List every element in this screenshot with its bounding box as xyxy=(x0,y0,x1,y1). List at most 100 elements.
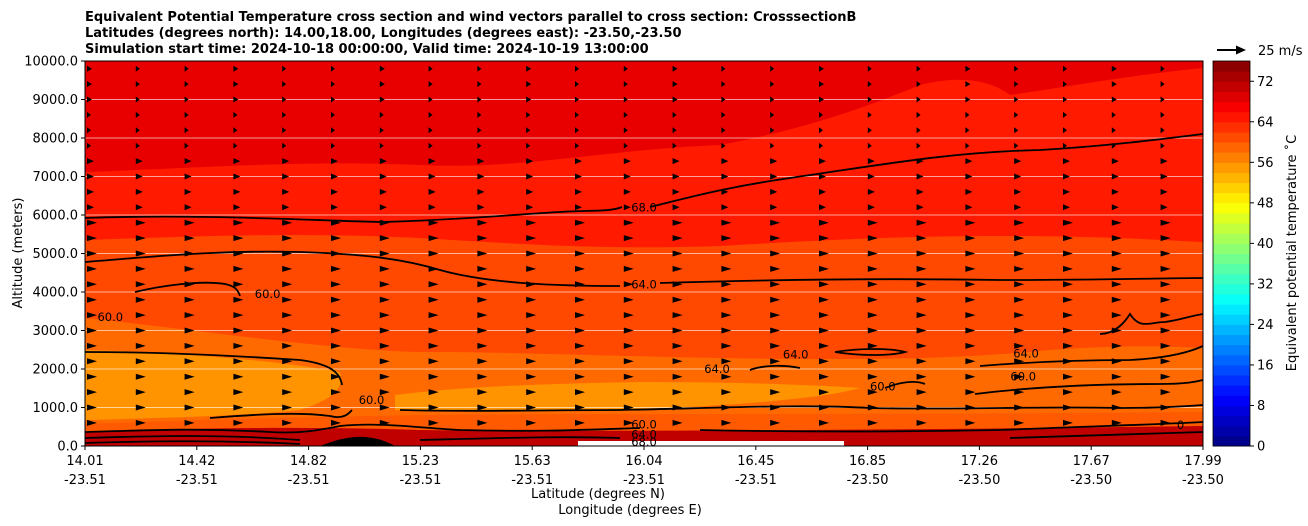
wind-vector xyxy=(1063,404,1073,411)
wind-vector xyxy=(916,219,927,226)
colorbar-swatch xyxy=(1213,253,1250,265)
wind-vector xyxy=(721,281,732,288)
wind-vector xyxy=(331,327,341,334)
contour-line-64-east-loop xyxy=(1099,312,1203,335)
colorbar-swatch xyxy=(1213,334,1250,346)
x-axis-label-2: Longitude (degrees E) xyxy=(558,503,702,518)
wind-vector xyxy=(233,158,241,165)
wind-vectors xyxy=(87,65,1171,426)
wind-vector xyxy=(623,96,628,103)
wind-vector xyxy=(575,219,585,226)
wind-vector xyxy=(282,342,293,349)
wind-vector xyxy=(672,389,683,396)
wind-vector xyxy=(1014,404,1025,411)
wind-vector xyxy=(282,96,287,103)
wind-vector xyxy=(721,296,732,303)
colorbar-tick-label: 56 xyxy=(1257,156,1274,171)
wind-vector xyxy=(623,358,634,365)
x-tick-label-lon: -23.51 xyxy=(288,473,330,488)
wind-vector xyxy=(282,312,293,319)
wind-vector xyxy=(331,96,335,103)
contour-label: 68.0 xyxy=(631,435,657,449)
wind-vector xyxy=(184,296,195,303)
y-tick-label: 7000.0 xyxy=(33,170,79,185)
wind-vector xyxy=(916,81,921,88)
wind-vector xyxy=(916,281,927,288)
contour-label: 64.0 xyxy=(704,362,730,376)
wind-vector xyxy=(672,265,683,272)
wind-vector xyxy=(87,219,97,226)
wind-vector xyxy=(1160,188,1168,195)
wind-vector xyxy=(819,204,826,211)
wind-vector xyxy=(477,281,488,288)
wind-vector xyxy=(233,404,244,411)
wind-vector xyxy=(184,235,195,242)
wind-vector xyxy=(379,96,385,103)
wind-vector xyxy=(477,312,488,319)
wind-vector xyxy=(1014,250,1025,257)
wind-vector xyxy=(623,235,634,242)
wind-vector xyxy=(1111,342,1122,349)
wind-vector xyxy=(1063,81,1067,88)
wind-vector xyxy=(282,235,293,242)
wind-vector xyxy=(770,219,781,226)
wind-vector xyxy=(1014,419,1025,426)
x-tick-label-lon: -23.50 xyxy=(847,473,889,488)
wind-vector xyxy=(770,404,781,411)
wind-vector xyxy=(379,281,390,288)
wind-vector xyxy=(867,404,878,411)
wind-vector xyxy=(87,373,97,380)
y-tick-label: 0.0 xyxy=(57,440,78,455)
wind-vector xyxy=(87,281,97,288)
wind-vector xyxy=(916,96,921,103)
wind-vector xyxy=(1063,419,1073,426)
wind-vector xyxy=(819,235,829,242)
wind-vector xyxy=(282,65,287,72)
wind-vector xyxy=(721,389,732,396)
wind-vector xyxy=(965,281,976,288)
wind-vector xyxy=(575,342,585,349)
wind-vector xyxy=(1160,404,1171,411)
wind-vector xyxy=(1063,265,1073,272)
wind-vector xyxy=(331,358,341,365)
wind-vector xyxy=(965,188,973,195)
wind-vector xyxy=(916,142,921,149)
wind-vector xyxy=(867,342,878,349)
wind-vector xyxy=(428,65,433,72)
wind-vector xyxy=(867,296,878,303)
wind-vector xyxy=(428,404,439,411)
colorbar-swatch xyxy=(1213,223,1250,234)
wind-vector xyxy=(87,96,92,103)
y-tick-label: 1000.0 xyxy=(33,401,79,416)
wind-vector xyxy=(184,312,195,319)
wind-vector xyxy=(379,296,390,303)
colorbar-label: Equivalent potential temperature ˚C xyxy=(1284,135,1300,371)
wind-vector xyxy=(672,127,677,134)
wind-vector xyxy=(282,173,290,180)
wind-vector xyxy=(1014,204,1022,211)
colorbar-swatch xyxy=(1213,61,1250,72)
wind-vector xyxy=(1111,296,1122,303)
wind-vector xyxy=(1063,204,1070,211)
wind-vector xyxy=(965,96,971,103)
wind-vector xyxy=(721,419,732,426)
wind-vector xyxy=(87,173,94,180)
wind-vector xyxy=(87,265,97,272)
wind-vector xyxy=(282,127,287,134)
wind-vector xyxy=(379,373,390,380)
wind-vector xyxy=(965,389,976,396)
wind-vector xyxy=(575,65,579,72)
wind-vector xyxy=(526,281,537,288)
wind-vector xyxy=(965,235,976,242)
wind-vector xyxy=(770,265,781,272)
wind-vector xyxy=(721,265,732,272)
x-tick-label-lat: 17.67 xyxy=(1073,454,1110,469)
wind-vector xyxy=(379,342,390,349)
wind-vector xyxy=(184,204,192,211)
wind-vector xyxy=(526,342,537,349)
wind-vector xyxy=(1111,173,1119,180)
contour-line-64-mid xyxy=(749,364,801,371)
wind-vector xyxy=(819,250,829,257)
wind-vector xyxy=(233,342,244,349)
wind-vector xyxy=(1111,373,1122,380)
